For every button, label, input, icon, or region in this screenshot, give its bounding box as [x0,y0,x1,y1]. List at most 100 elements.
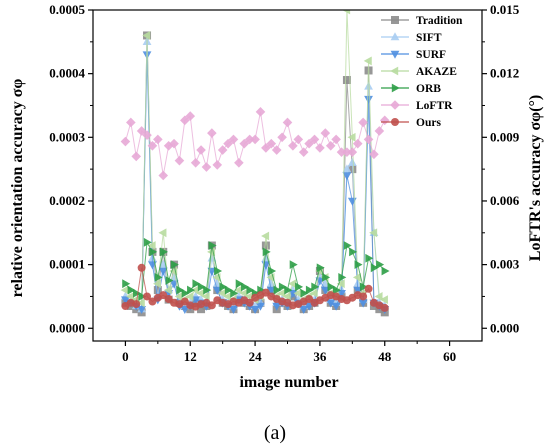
point-loftr-46 [369,149,379,160]
y-right-tick-label: 0.003 [490,257,520,272]
point-surf-24 [250,305,260,314]
point-akaze-32 [293,288,302,298]
point-ours-23 [245,298,254,307]
point-loftr-5 [147,140,158,151]
point-surf-20 [229,305,238,314]
legend-marker-tradition [391,16,399,24]
point-loftr-43 [352,138,363,149]
y-right-tick-label: 0.015 [490,2,520,17]
point-loftr-27 [266,138,277,149]
legend-item-akaze: AKAZE [381,66,457,78]
x-tick-label: 24 [249,349,263,364]
point-orb-10 [176,285,185,295]
point-loftr-19 [223,138,233,149]
point-surf-3 [137,305,147,314]
point-orb-20 [230,288,239,298]
figure-caption: (a) [264,422,286,444]
y-axis-left-title: relative orientation accuracy σφ [9,79,26,298]
point-surf-43 [353,286,363,295]
point-surf-7 [158,267,168,276]
point-akaze-18 [217,288,226,298]
point-surf-0 [121,296,130,305]
point-akaze-22 [239,288,248,298]
x-tick-label: 48 [378,349,392,364]
point-loftr-48 [379,115,390,126]
series-layer [120,10,390,317]
point-orb-42 [349,247,358,257]
point-orb-28 [273,285,282,295]
point-loftr-4 [142,130,152,140]
legend-label: LoFTR [416,100,453,112]
point-orb-0 [122,279,131,289]
y-left-tick-label: 0.0001 [49,257,85,272]
point-ours-44 [359,292,368,301]
y-left-tick-label: 0.0002 [49,193,85,208]
point-orb-31 [289,260,298,270]
legend-item-tradition: Tradition [381,15,463,27]
point-surf-39 [331,302,341,311]
point-surf-45 [364,95,373,104]
point-orb-47 [376,260,385,270]
point-orb-35 [311,282,320,292]
legend-label: AKAZE [416,66,457,78]
point-loftr-26 [261,143,271,153]
point-ours-4 [143,292,152,301]
series-orb [122,237,390,301]
point-loftr-9 [169,138,179,149]
point-orb-37 [322,272,331,282]
point-ours-48 [380,303,389,312]
point-surf-44 [358,299,368,308]
y-axis-right-title: LoFTR's accuracy σφ(°) [527,95,544,261]
point-loftr-29 [277,132,287,143]
point-loftr-6 [153,134,163,145]
point-akaze-15 [201,292,210,301]
point-orb-5 [149,247,158,257]
point-loftr-23 [244,134,255,145]
point-surf-13 [191,296,201,305]
y-right-tick-label: 0.000 [490,320,519,335]
point-orb-27 [268,266,277,276]
point-orb-8 [165,276,174,285]
point-loftr-0 [120,136,131,147]
point-loftr-34 [304,138,314,149]
y-left-tick-label: 0.0005 [49,2,85,17]
point-loftr-12 [185,111,196,121]
point-orb-33 [300,288,309,298]
point-akaze-8 [163,285,172,295]
point-akaze-23 [244,292,253,301]
point-orb-41 [343,241,352,250]
legend-item-ours: Ours [381,117,441,129]
series-loftr [120,107,390,181]
point-tradition-41 [342,76,351,85]
point-orb-26 [262,247,271,257]
point-orb-11 [181,288,190,298]
point-loftr-42 [347,147,358,157]
point-akaze-43 [352,272,361,282]
point-loftr-24 [250,134,260,145]
point-orb-36 [316,263,325,273]
point-akaze-45 [363,56,372,66]
point-akaze-12 [185,292,194,301]
point-loftr-10 [174,155,185,166]
x-tick-label: 60 [443,349,456,364]
point-loftr-35 [309,134,320,145]
x-axis-title: image number [239,374,338,391]
point-sift-41 [342,164,352,173]
legend-marker-akaze [390,66,399,76]
point-akaze-26 [261,231,270,241]
point-orb-17 [214,266,223,276]
point-orb-43 [354,260,363,270]
point-orb-9 [170,260,179,270]
point-orb-7 [160,247,169,257]
point-orb-38 [327,282,336,292]
point-orb-21 [235,279,244,289]
point-ours-3 [137,263,146,272]
point-surf-40 [337,290,346,299]
point-loftr-41 [342,147,352,157]
point-akaze-46 [369,228,378,238]
point-akaze-0 [120,285,129,295]
legend-item-surf: SURF [381,49,446,61]
point-akaze-4 [142,31,151,40]
point-loftr-20 [228,134,239,145]
legend-label: Ours [416,117,441,129]
